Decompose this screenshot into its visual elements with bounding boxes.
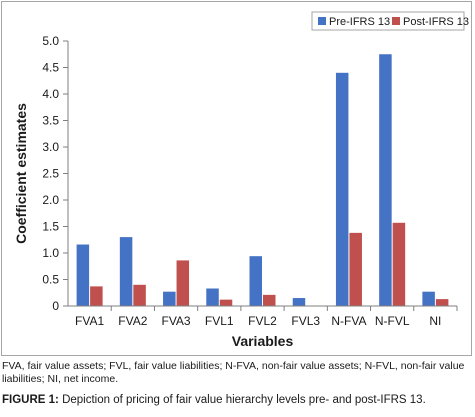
figure-footnote: FVA, fair value assets; FVL, fair value …: [2, 360, 465, 385]
bar-post-n-fva: [349, 232, 362, 306]
x-axis-ticks: FVA1 FVA2 FVA3 FVL1 FVL2 FVL3 N-FVA N-FVL NI: [75, 306, 458, 328]
legend-label-post: Post-IFRS 13: [403, 16, 469, 28]
x-tick-label: FVL3: [291, 314, 320, 328]
bar-post-n-fvl: [392, 222, 406, 306]
bar-pre-fva2: [119, 237, 133, 306]
bar-chart: Pre-IFRS 13 Post-IFRS 13 0 0.5 1.0 1.5 2.0 2.5…: [13, 11, 469, 349]
figure-caption-label: FIGURE 1:: [2, 394, 59, 406]
legend-swatch-pre: [318, 17, 326, 25]
bar-pre-fva3: [163, 291, 176, 306]
y-tick-label: 5.0: [42, 34, 59, 48]
y-tick-label: 0: [52, 299, 59, 313]
bars-group: [76, 54, 449, 306]
y-axis-ticks: 0 0.5 1.0 1.5 2.0 2.5 3.0 3.5 4.0 4.5 5.0: [42, 34, 68, 313]
bar-pre-n-fva: [335, 72, 349, 306]
chart-frame: Pre-IFRS 13 Post-IFRS 13 0 0.5 1.0 1.5 2.0 2.5…: [1, 1, 472, 356]
x-tick-label: FVA2: [118, 314, 147, 328]
y-tick-label: 2.0: [42, 193, 59, 207]
bar-pre-ni: [422, 291, 435, 306]
legend-box: [311, 11, 465, 31]
y-tick-label: 4.5: [42, 61, 59, 75]
bar-pre-n-fvl: [379, 54, 392, 306]
y-tick-label: 3.0: [42, 140, 59, 154]
bar-post-fva2: [133, 284, 146, 306]
y-tick-label: 2.5: [42, 167, 59, 181]
legend-swatch-post: [392, 17, 400, 25]
bar-post-ni: [435, 299, 449, 306]
x-tick-label: FVA1: [75, 314, 104, 328]
x-tick-label: N-FVA: [331, 314, 366, 328]
x-tick-label: FVL1: [205, 314, 234, 328]
y-tick-label: 4.0: [42, 87, 59, 101]
x-tick-label: FVL2: [248, 314, 277, 328]
figure-caption-text: Depiction of pricing of fair value hiera…: [58, 394, 426, 406]
y-tick-label: 1.0: [42, 246, 59, 260]
y-tick-label: 1.5: [42, 220, 59, 234]
bar-pre-fva1: [76, 244, 90, 306]
x-tick-label: FVA3: [161, 314, 190, 328]
y-tick-label: 3.5: [42, 114, 59, 128]
y-tick-label: 0.5: [42, 273, 59, 287]
bar-pre-fvl3: [292, 298, 306, 306]
figure-caption: FIGURE 1: Depiction of pricing of fair v…: [2, 394, 472, 406]
x-tick-label: NI: [429, 314, 441, 328]
bar-post-fva3: [176, 260, 190, 306]
bar-pre-fvl2: [249, 256, 262, 306]
x-axis-title: Variables: [232, 333, 294, 349]
legend-label-pre: Pre-IFRS 13: [329, 16, 390, 28]
x-tick-label: N-FVL: [375, 314, 410, 328]
bar-pre-fvl1: [206, 288, 219, 306]
chart-legend: Pre-IFRS 13 Post-IFRS 13: [311, 11, 469, 31]
bar-post-fva1: [90, 286, 103, 306]
bar-post-fvl2: [263, 294, 276, 306]
bar-post-fvl1: [219, 299, 233, 306]
y-axis-title: Coefficient estimates: [13, 103, 29, 244]
